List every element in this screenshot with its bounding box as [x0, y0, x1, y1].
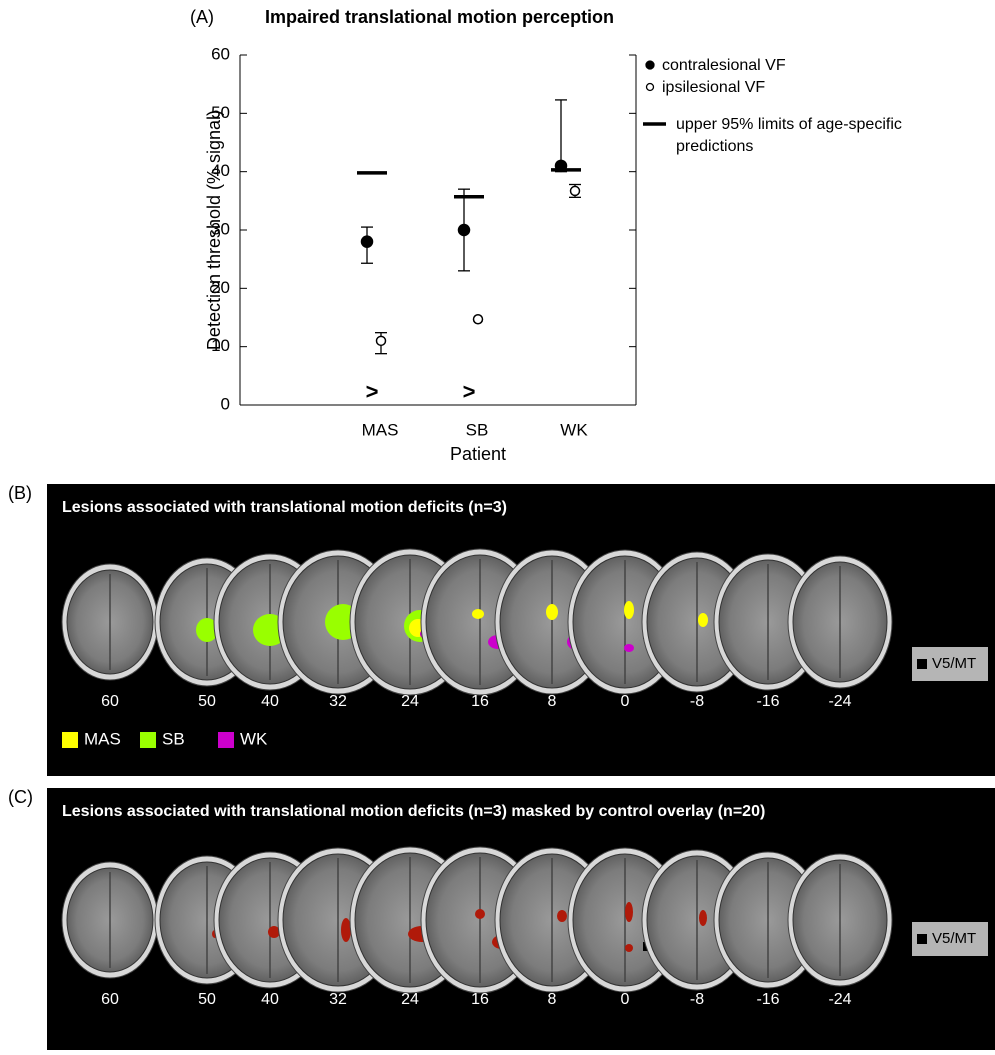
slice-label: 60: [101, 991, 119, 1008]
y-tick-label: 10: [211, 336, 230, 355]
y-tick-label: 0: [221, 394, 230, 413]
slice-label: 0: [621, 991, 630, 1008]
panel-title: Lesions associated with translational mo…: [62, 499, 507, 516]
lesion: [625, 902, 633, 922]
lesion: [472, 609, 484, 619]
legend-label: MAS: [84, 729, 121, 748]
slice-label: -24: [828, 991, 851, 1008]
slice-label: 24: [401, 991, 419, 1008]
panel-title: Lesions associated with translational mo…: [62, 803, 765, 820]
lesion: [341, 918, 351, 942]
panel-label: (C): [8, 787, 33, 807]
x-tick-label: SB: [466, 420, 489, 439]
legend-label: SB: [162, 729, 185, 748]
x-tick-label: WK: [560, 420, 588, 439]
y-tick-label: 20: [211, 278, 230, 297]
slice-label: 8: [548, 693, 557, 710]
y-tick-label: 30: [211, 219, 230, 238]
panel-label: (A): [190, 7, 214, 27]
y-tick-label: 50: [211, 103, 230, 122]
slice-label: 32: [329, 693, 347, 710]
slice-label: -16: [756, 991, 779, 1008]
lesion: [557, 910, 567, 922]
legend-swatch: [140, 732, 156, 748]
lesion: [698, 613, 708, 627]
figure: (A) Impaired translational motion percep…: [0, 0, 995, 1055]
annotation: >: [366, 379, 379, 404]
slice-label: 32: [329, 991, 347, 1008]
slice-label: 8: [548, 991, 557, 1008]
slice-label: 40: [261, 991, 279, 1008]
slice-label: 16: [471, 693, 489, 710]
data-point: [362, 236, 373, 247]
data-point: [474, 315, 483, 324]
legend-swatch: [218, 732, 234, 748]
lesion: [546, 604, 558, 620]
slice-label: 24: [401, 693, 419, 710]
lesion: [624, 601, 634, 619]
roi-label: V5/MT: [932, 930, 976, 947]
lesion: [624, 644, 634, 652]
chart-title: Impaired translational motion perception: [265, 7, 614, 27]
data-point: [377, 336, 386, 345]
x-tick-label: MAS: [362, 420, 399, 439]
y-tick-label: 40: [211, 161, 230, 180]
panel-label: (B): [8, 483, 32, 503]
data-point: [571, 186, 580, 195]
roi-swatch: [917, 659, 927, 669]
roi-swatch: [917, 934, 927, 944]
slice-label: -16: [756, 693, 779, 710]
legend-swatch: [647, 84, 654, 91]
y-tick-label: 60: [211, 44, 230, 63]
data-point: [459, 225, 470, 236]
slice-label: 60: [101, 693, 119, 710]
slice-label: 40: [261, 693, 279, 710]
slice-label: 50: [198, 991, 216, 1008]
slice-label: -8: [690, 991, 704, 1008]
legend-label: contralesional VF: [662, 55, 962, 77]
legend-swatch: [646, 61, 654, 69]
annotation: >: [463, 379, 476, 404]
lesion: [699, 910, 707, 926]
page: (A) Impaired translational motion percep…: [0, 0, 995, 1055]
slice-label: -8: [690, 693, 704, 710]
roi-label: V5/MT: [932, 655, 976, 672]
slice-label: -24: [828, 693, 851, 710]
legend-label: ipsilesional VF: [662, 77, 962, 99]
legend-swatch: [62, 732, 78, 748]
lesion: [625, 944, 633, 952]
slice-label: 16: [471, 991, 489, 1008]
legend-label: upper 95% limits of age-specific predict…: [676, 114, 931, 158]
slice-label: 0: [621, 693, 630, 710]
x-axis-label: Patient: [450, 444, 506, 464]
slice-label: 50: [198, 693, 216, 710]
legend-label: WK: [240, 729, 268, 748]
lesion: [475, 909, 485, 919]
